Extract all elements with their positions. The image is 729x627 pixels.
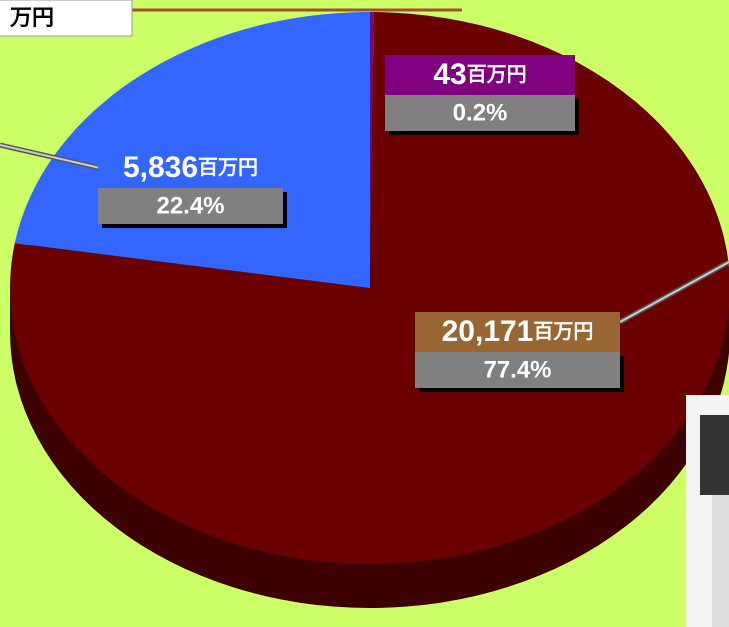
percent-label: 22.4% <box>156 192 224 219</box>
value-number: 20,171 <box>442 315 534 348</box>
value-unit: 百万円 <box>467 64 527 86</box>
value-unit: 百万円 <box>533 321 593 343</box>
photo <box>686 395 729 627</box>
pie <box>10 12 729 608</box>
percent-label: 77.4% <box>483 356 551 383</box>
page: 万円 43百万円0.2%20,171百万円77.4%5,836百万円22.4% … <box>0 0 729 627</box>
value-number: 5,836 <box>123 151 198 184</box>
machine-body <box>712 495 729 627</box>
machine-top <box>700 415 729 495</box>
value-number: 43 <box>433 58 466 91</box>
percent-label: 0.2% <box>453 99 508 126</box>
value-unit: 百万円 <box>198 157 258 179</box>
chart: 万円 43百万円0.2%20,171百万円77.4%5,836百万円22.4% <box>0 0 729 627</box>
unit-note: 万円 <box>9 5 54 30</box>
